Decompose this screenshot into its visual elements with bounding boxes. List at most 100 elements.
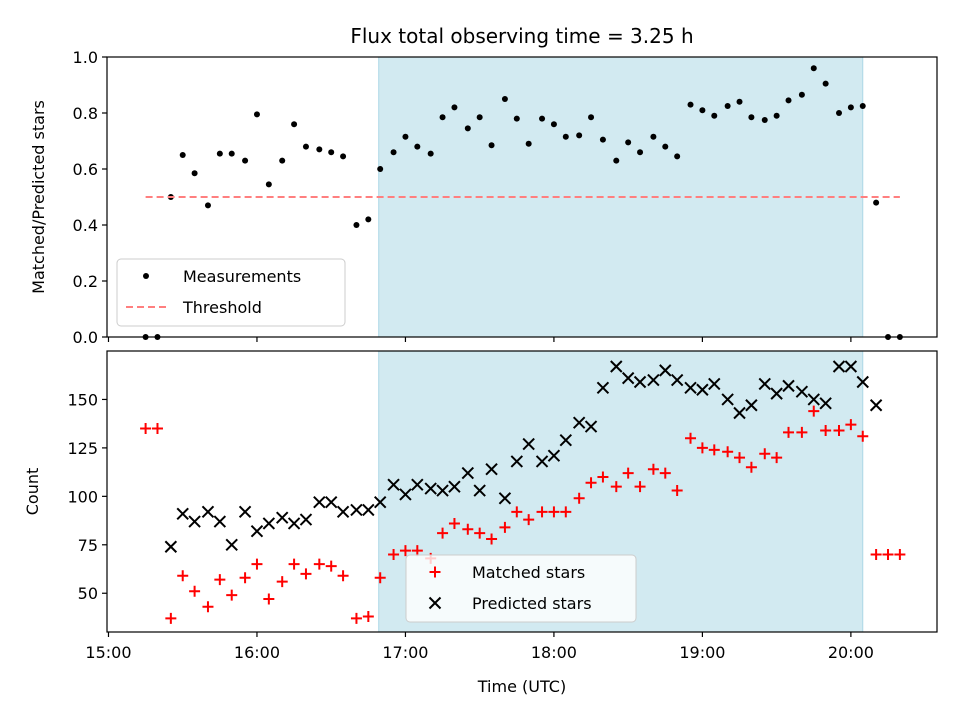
predicted-stars-point bbox=[584, 420, 598, 433]
matched-stars-point bbox=[634, 481, 646, 493]
predicted-stars-point bbox=[238, 505, 252, 519]
measurement-point bbox=[179, 152, 186, 158]
measurement-point bbox=[588, 114, 595, 121]
matched-stars-point bbox=[647, 463, 659, 475]
matched-stars-point bbox=[499, 521, 511, 533]
measurement-point bbox=[279, 157, 286, 164]
measurement-point bbox=[810, 65, 817, 72]
y-tick-label: 0.6 bbox=[73, 160, 98, 179]
predicted-stars-point bbox=[596, 381, 610, 395]
measurement-point bbox=[191, 170, 198, 177]
matched-stars-point bbox=[771, 452, 783, 464]
predicted-stars-point bbox=[461, 466, 475, 480]
legend-predicted-swatch bbox=[428, 596, 442, 610]
measurement-point bbox=[253, 111, 260, 118]
predicted-stars-point bbox=[610, 360, 623, 373]
matched-stars-point bbox=[659, 467, 671, 479]
predicted-stars-point bbox=[633, 375, 647, 389]
predicted-stars-point bbox=[299, 513, 313, 526]
predicted-stars-point bbox=[201, 505, 215, 519]
measurement-point bbox=[513, 115, 520, 122]
matched-stars-point bbox=[722, 446, 734, 458]
predicted-stars-point bbox=[819, 397, 832, 410]
matched-stars-point bbox=[276, 576, 288, 588]
matched-stars-point bbox=[610, 481, 622, 493]
predicted-stars-point bbox=[708, 377, 721, 391]
predicted-stars-point bbox=[287, 517, 301, 530]
predicted-stars-point bbox=[176, 507, 189, 520]
measurement-point bbox=[550, 121, 557, 128]
x-tick-label: 15:00 bbox=[85, 643, 131, 662]
measurement-point bbox=[625, 139, 632, 146]
legend-label: Predicted stars bbox=[472, 594, 592, 613]
matched-stars-point bbox=[685, 432, 697, 444]
legend-label: Matched stars bbox=[472, 563, 585, 582]
matched-stars-point bbox=[399, 545, 411, 557]
predicted-stars-point bbox=[856, 375, 869, 389]
matched-stars-point bbox=[833, 424, 845, 436]
chart-title: Flux total observing time = 3.25 h bbox=[350, 24, 693, 48]
matched-stars-point bbox=[820, 424, 832, 436]
matched-stars-point bbox=[437, 527, 449, 539]
matched-stars-point bbox=[708, 444, 720, 456]
y-tick-label: 0.2 bbox=[73, 272, 98, 291]
predicted-stars-point bbox=[721, 393, 734, 406]
predicted-stars-point bbox=[188, 515, 201, 528]
x-tick-label: 18:00 bbox=[531, 643, 577, 662]
predicted-stars-point bbox=[807, 393, 820, 406]
y-tick-label: 50 bbox=[78, 584, 98, 603]
measurement-point bbox=[748, 114, 755, 121]
measurement-point bbox=[228, 150, 235, 157]
y-tick-label: 75 bbox=[78, 536, 98, 555]
matched-stars-point bbox=[622, 467, 634, 479]
measurement-point bbox=[390, 149, 397, 156]
matched-stars-point bbox=[374, 572, 386, 584]
count-panel: 50 75 100 125 150 15:00 16:00 17:00 18:00 19:00 20… bbox=[23, 350, 938, 662]
matched-stars-point bbox=[189, 585, 201, 597]
y-tick-label: 1.0 bbox=[73, 48, 98, 67]
matched-stars-point bbox=[251, 558, 263, 570]
matched-stars-point bbox=[882, 548, 894, 560]
matched-stars-point bbox=[300, 568, 312, 580]
legend-measurement-swatch bbox=[143, 273, 149, 279]
predicted-stars-point bbox=[164, 540, 178, 553]
predicted-stars-point bbox=[436, 484, 449, 497]
matched-stars-point bbox=[177, 570, 189, 582]
measurement-point bbox=[525, 140, 532, 147]
matched-stars-point bbox=[671, 485, 683, 497]
measurement-point bbox=[798, 91, 805, 98]
predicted-stars-point bbox=[647, 373, 660, 387]
measurement-point bbox=[699, 107, 706, 114]
y-tick-label: 0.0 bbox=[73, 328, 98, 347]
measurement-point bbox=[599, 136, 606, 143]
matched-stars-point bbox=[140, 423, 152, 435]
matched-stars-point bbox=[165, 612, 177, 624]
measurement-point bbox=[439, 114, 446, 121]
predicted-stars-point bbox=[670, 373, 684, 387]
predicted-stars-point bbox=[572, 416, 586, 429]
measurement-point bbox=[328, 149, 335, 156]
predicted-stars-point bbox=[250, 525, 264, 538]
matched-stars-point bbox=[239, 572, 251, 584]
y-axis-label: Count bbox=[23, 468, 42, 516]
measurement-point bbox=[650, 133, 657, 140]
matched-stars-point bbox=[894, 548, 906, 560]
measurement-point bbox=[773, 112, 780, 119]
legend-matched-swatch bbox=[429, 566, 441, 578]
predicted-stars-point bbox=[262, 517, 276, 530]
measurement-point bbox=[242, 157, 249, 164]
predicted-stars-point bbox=[770, 387, 783, 400]
matched-stars-point bbox=[585, 477, 597, 489]
matched-stars-point bbox=[560, 506, 572, 518]
y-tick-label: 0.8 bbox=[73, 104, 98, 123]
matched-stars-point bbox=[313, 558, 325, 570]
matched-stars-point bbox=[696, 442, 708, 454]
legend-label: Threshold bbox=[182, 298, 262, 317]
measurement-point bbox=[488, 142, 495, 149]
matched-stars-point bbox=[388, 548, 400, 560]
matched-stars-point bbox=[548, 506, 560, 518]
predicted-stars-point bbox=[782, 379, 795, 393]
matched-stars-point bbox=[202, 601, 214, 613]
y-tick-label: 150 bbox=[67, 390, 98, 409]
measurement-point bbox=[365, 216, 372, 223]
